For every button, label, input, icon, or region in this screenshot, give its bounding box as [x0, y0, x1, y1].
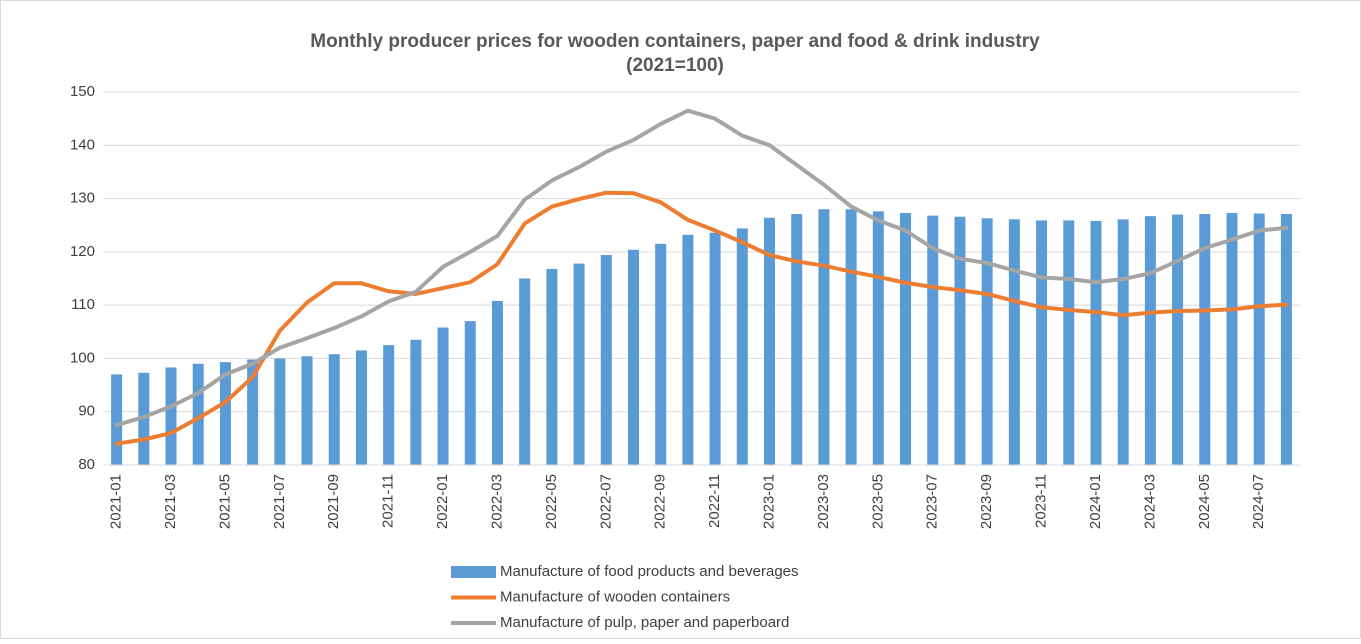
bar [791, 214, 803, 465]
bar [491, 300, 503, 465]
x-tick-label: 2022-01 [434, 474, 451, 529]
x-tick-label: 2021-05 [216, 474, 233, 529]
y-tick-label: 120 [70, 243, 95, 260]
bar [1090, 220, 1102, 465]
x-tick-label: 2024-05 [1196, 474, 1213, 529]
y-tick-label: 130 [70, 190, 95, 207]
y-tick-label: 90 [78, 403, 95, 420]
bar [927, 215, 939, 465]
x-tick-label: 2022-09 [652, 474, 669, 529]
x-tick-label: 2024-03 [1141, 474, 1158, 529]
legend-label: Manufacture of wooden containers [500, 588, 730, 605]
bar [872, 211, 884, 465]
bar [981, 218, 993, 465]
x-tick-label: 2023-01 [760, 474, 777, 529]
bar [845, 209, 857, 465]
line [114, 108, 1289, 428]
bar [1253, 213, 1265, 465]
bar [818, 209, 830, 465]
y-tick-label: 80 [78, 456, 95, 473]
bar [573, 263, 585, 465]
x-tick-label: 2021-03 [162, 474, 179, 529]
x-tick-label: 2022-11 [706, 474, 723, 528]
chart-title: (2021=100) [626, 55, 724, 76]
x-tick-label: 2023-07 [924, 474, 941, 529]
x-tick-label: 2024-01 [1087, 474, 1104, 529]
x-tick-label: 2023-05 [869, 474, 886, 529]
bar [464, 321, 476, 465]
bar [1199, 214, 1211, 465]
x-tick-label: 2022-07 [597, 474, 614, 529]
bar [410, 339, 422, 465]
bar [1280, 214, 1292, 465]
x-tick-label: 2022-03 [488, 474, 505, 529]
legend-swatch [451, 566, 496, 578]
bar [764, 217, 776, 465]
bar [546, 268, 558, 465]
bar [736, 228, 748, 465]
x-tick-label: 2023-09 [978, 474, 995, 529]
x-tick-label: 2021-11 [380, 474, 397, 528]
x-tick-label: 2023-11 [1033, 474, 1050, 528]
bar [1226, 212, 1238, 465]
bar [1172, 214, 1184, 465]
bar [328, 354, 340, 465]
x-tick-label: 2021-07 [271, 474, 288, 529]
bar [709, 232, 721, 465]
x-tick-label: 2021-09 [325, 474, 342, 529]
bar [900, 212, 912, 465]
bar [1144, 216, 1156, 465]
x-tick-label: 2021-01 [108, 474, 125, 529]
bar [519, 278, 531, 465]
legend-label: Manufacture of pulp, paper and paperboar… [500, 614, 789, 631]
bar [1117, 219, 1129, 465]
bar [627, 249, 639, 465]
y-tick-label: 110 [71, 296, 95, 313]
bar [219, 362, 231, 465]
bar [383, 345, 395, 465]
bar [954, 216, 966, 465]
bar [247, 359, 259, 465]
line [114, 190, 1289, 446]
bar [1036, 220, 1048, 465]
bar [1008, 219, 1020, 465]
bar [1063, 220, 1075, 465]
bar [682, 234, 694, 465]
bar [274, 358, 286, 465]
x-tick-label: 2024-07 [1250, 474, 1267, 529]
x-tick-label: 2022-05 [543, 474, 560, 529]
bar [437, 327, 449, 465]
chart-title: Monthly producer prices for wooden conta… [310, 31, 1040, 52]
bar [655, 243, 667, 465]
legend-label: Manufacture of food products and beverag… [500, 563, 799, 580]
bar [301, 356, 313, 465]
y-tick-label: 140 [70, 136, 95, 153]
bar [355, 350, 367, 465]
x-tick-label: 2023-03 [815, 474, 832, 529]
bar [165, 367, 177, 465]
y-tick-label: 150 [70, 83, 95, 100]
bar [600, 255, 612, 465]
y-tick-label: 100 [70, 349, 95, 366]
bar [111, 374, 123, 465]
bar [192, 363, 204, 465]
